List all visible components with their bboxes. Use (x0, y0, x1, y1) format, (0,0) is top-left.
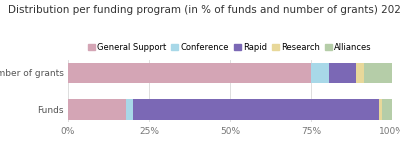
Legend: General Support, Conference, Rapid, Research, Alliances: General Support, Conference, Rapid, Rese… (85, 40, 375, 56)
Bar (133, 99, 379, 120)
Bar (311, 62, 329, 83)
Bar (329, 62, 356, 83)
Bar (68, 62, 311, 83)
Bar (382, 99, 392, 120)
Bar (379, 99, 382, 120)
Bar (68, 99, 126, 120)
Bar (364, 62, 392, 83)
Text: Distribution per funding program (in % of funds and number of grants) 2022: Distribution per funding program (in % o… (8, 5, 400, 15)
Bar (356, 62, 364, 83)
Bar (126, 99, 133, 120)
